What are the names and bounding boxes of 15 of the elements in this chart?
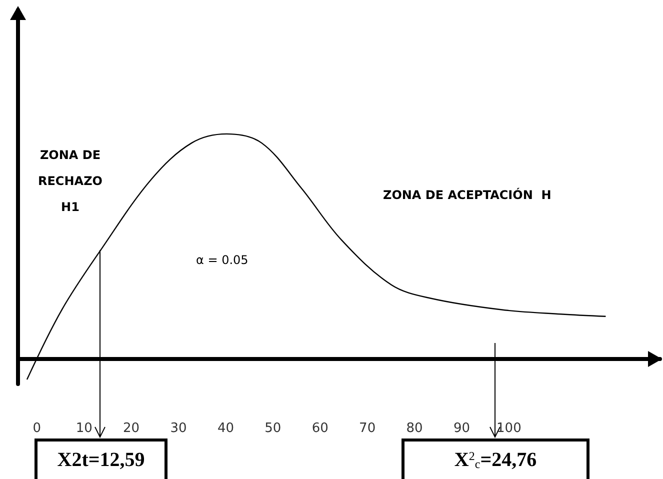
text: X2t=12,59 [57,449,145,471]
x-tick-label: 60 [312,421,328,436]
x-tick-label: 100 [496,421,522,436]
x-tick-label: 50 [264,421,282,436]
annotation: α = 0.05 [196,253,248,267]
x-tick-label: 80 [406,421,423,436]
x-tick-label: 10 [76,421,92,436]
x-tick-label: 30 [170,421,187,436]
x-tick-label: 40 [217,421,234,436]
x-tick-label: 0 [32,421,42,436]
annotation: ZONA DE RECHAZO H1 [38,148,102,214]
x-tick-label: 90 [453,421,470,436]
x-tick-label: 20 [123,421,140,436]
x-tick-label: 70 [359,421,376,436]
annotation: ZONA DE ACEPTACIÓN H [382,187,552,202]
